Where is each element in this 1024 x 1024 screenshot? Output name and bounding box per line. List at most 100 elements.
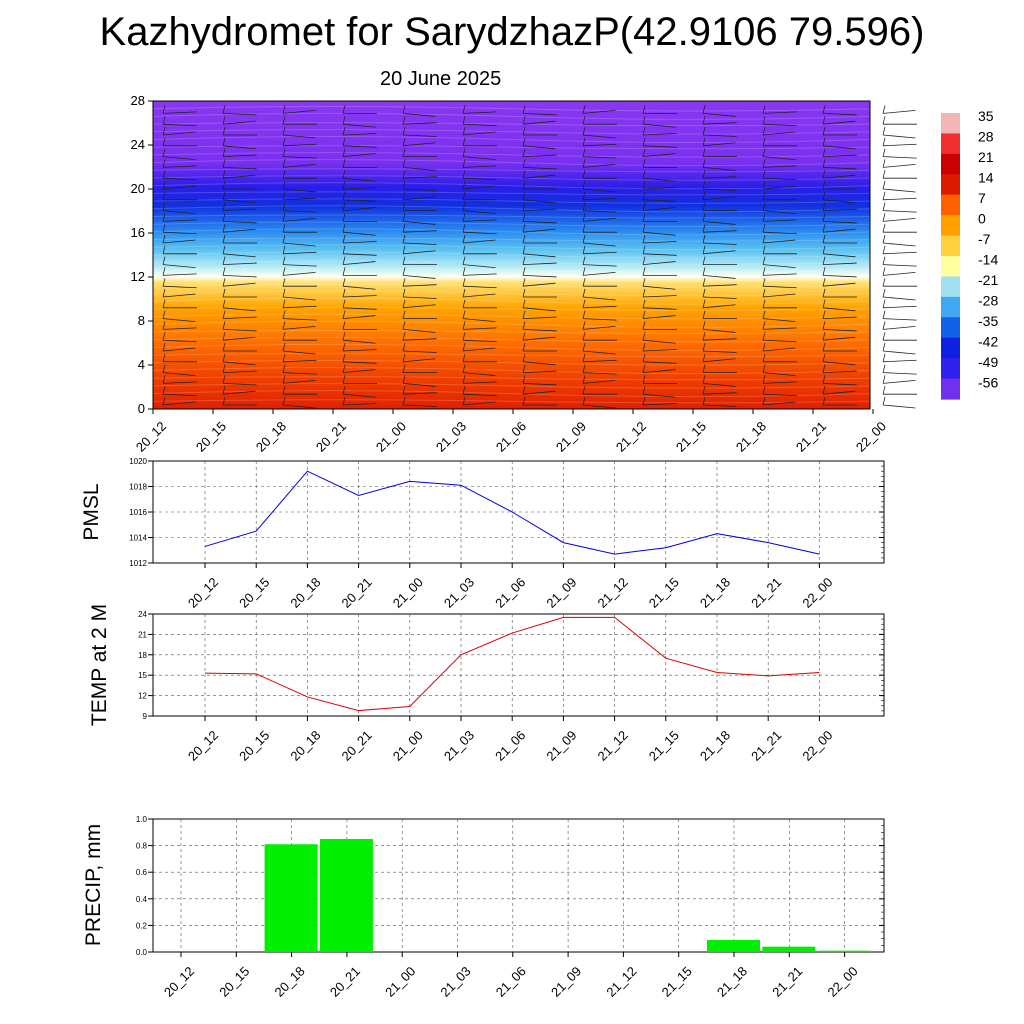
wind-barb-shaft: [162, 401, 196, 406]
wind-barb-shaft: [582, 188, 616, 193]
wind-barb-shaft: [702, 176, 737, 179]
colorbar-box: [941, 133, 960, 145]
wind-barb-flag: [642, 148, 646, 157]
wind-barb-shaft: [642, 349, 677, 352]
wind-barb-shaft: [822, 282, 856, 287]
wind-barb-shaft: [582, 372, 617, 375]
wind-barb-flag: [162, 299, 166, 308]
wind-barb-flag: [162, 267, 166, 276]
wind-barb-shaft: [342, 295, 377, 298]
wind-barb-shaft: [162, 327, 197, 330]
contour-line: [152, 122, 871, 127]
wind-barb-shaft: [882, 264, 917, 267]
wind-barb-shaft: [162, 381, 197, 384]
wind-barb-flag: [462, 288, 466, 298]
wind-barb-flag: [582, 342, 586, 352]
wind-barb-shaft: [462, 210, 496, 215]
heatmap-x-tick-label: 20_21: [313, 419, 349, 455]
wind-barb-flag: [342, 386, 346, 395]
wind-barb-shaft: [642, 261, 676, 265]
wind-barb-flag: [642, 288, 646, 298]
precip-y-tick-label: 0.0: [136, 948, 148, 957]
wind-barb-shaft: [762, 219, 797, 222]
wind-barb-shaft: [882, 404, 916, 409]
colorbar-box: [941, 174, 960, 186]
wind-barb-flag: [342, 126, 346, 136]
wind-barb-flag: [762, 245, 766, 254]
colorbar-box: [941, 256, 960, 267]
wind-barb-shaft: [762, 393, 797, 397]
wind-barb-flag: [822, 148, 826, 157]
wind-barb-flag: [342, 321, 346, 330]
wind-barb-flag: [582, 396, 586, 406]
wind-barb-flag: [882, 364, 886, 373]
wind-barb-flag: [702, 234, 706, 244]
wind-barb-flag: [762, 202, 766, 211]
wind-barb-flag: [522, 234, 526, 244]
wind-barb-shaft: [882, 109, 916, 114]
wind-barb-shaft: [462, 111, 497, 114]
colorbar-box: [941, 327, 960, 339]
contour-line: [152, 267, 871, 274]
precip-y-label: PRECIP, mm: [82, 824, 105, 946]
wind-barb-flag: [822, 256, 826, 265]
wind-barb-shaft: [882, 305, 917, 309]
wind-barb-flag: [402, 342, 406, 352]
wind-barb-shaft: [822, 221, 857, 224]
wind-barb-flag: [702, 105, 706, 114]
wind-barb-shaft: [462, 231, 497, 235]
wind-barb-shaft: [282, 296, 316, 301]
wind-barb-shaft: [402, 176, 437, 179]
colorbar-label: 7: [978, 190, 986, 206]
wind-barb-flag: [162, 396, 166, 406]
wind-barb-flag: [282, 137, 286, 146]
wind-barb-shaft: [522, 174, 556, 179]
precip-x-tick-label: 21_15: [659, 964, 695, 1000]
wind-barb-flag: [522, 288, 526, 298]
wind-barb-flag: [822, 278, 826, 287]
contour-line: [152, 283, 871, 288]
wind-barb-shaft: [822, 262, 857, 265]
temp2m-x-tick-label: 20_21: [339, 728, 375, 764]
wind-barb-flag: [522, 267, 526, 276]
wind-barb-shaft: [762, 231, 797, 235]
pmsl-x-tick-label: 22_00: [799, 575, 835, 611]
pmsl-x-tick-label: 21_18: [697, 575, 733, 611]
wind-barb-flag: [342, 116, 346, 125]
heatmap-y-tick-label: 4: [138, 357, 145, 372]
wind-barb-shaft: [642, 231, 676, 236]
wind-barb-flag: [582, 267, 586, 276]
wind-barb-flag: [822, 353, 826, 362]
wind-barb-shaft: [882, 188, 916, 193]
wind-barb-shaft: [222, 228, 256, 233]
wind-barb-flag: [402, 191, 406, 200]
wind-barb-flag: [702, 116, 706, 125]
wind-barb-shaft: [702, 196, 736, 201]
wind-barb-shaft: [702, 167, 736, 171]
wind-barb-shaft: [402, 338, 437, 341]
wind-barb-flag: [522, 353, 526, 362]
wind-barb-shaft: [282, 217, 316, 222]
wind-barb-shaft: [162, 156, 196, 161]
wind-barb-shaft: [642, 133, 677, 136]
wind-barb-flag: [822, 245, 826, 254]
wind-barb-shaft: [462, 347, 496, 352]
wind-barb-shaft: [762, 264, 796, 269]
wind-barb-shaft: [222, 275, 257, 278]
wind-barb-flag: [882, 191, 886, 200]
wind-barb-shaft: [342, 339, 376, 344]
wind-barb-shaft: [402, 142, 436, 147]
wind-barb-shaft: [222, 329, 257, 332]
wind-barb-shaft: [162, 111, 197, 114]
wind-barb-shaft: [222, 282, 256, 287]
wind-barb-flag: [162, 170, 166, 179]
pmsl-x-tick-label: 20_12: [185, 575, 221, 611]
colorbar-box: [941, 113, 960, 124]
wind-barb-flag: [402, 310, 406, 319]
wind-barb-flag: [462, 224, 466, 233]
pmsl-y-tick-label: 1020: [129, 457, 147, 466]
wind-barb-flag: [762, 159, 766, 168]
wind-barb-flag: [882, 234, 886, 244]
wind-barb-flag: [342, 332, 346, 341]
